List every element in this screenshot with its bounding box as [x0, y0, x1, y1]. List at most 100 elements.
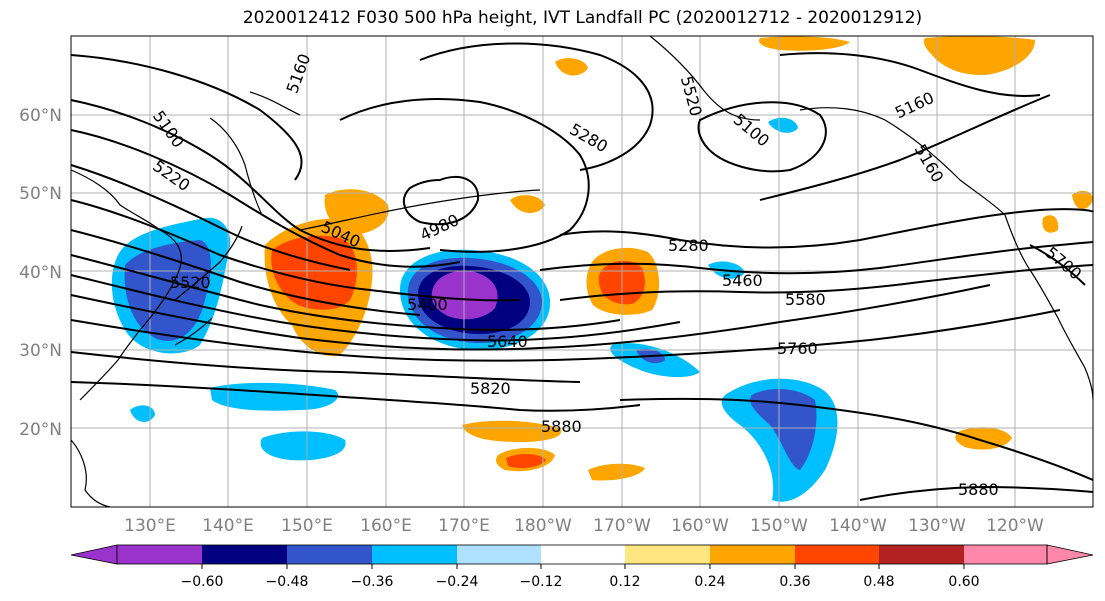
negative-ivt-core	[431, 270, 498, 320]
contour-label: 5520	[170, 273, 211, 292]
contour-label: 5280	[668, 236, 709, 255]
longitude-label: 150°W	[750, 516, 808, 536]
contour-line	[70, 274, 681, 342]
contour-line	[70, 199, 521, 302]
contour-label: 5580	[785, 290, 826, 309]
map-gridlines	[71, 36, 1093, 507]
contour-label: 5880	[958, 480, 999, 499]
longitude-label: 180°W	[514, 516, 572, 536]
latitude-label: 30°N	[19, 341, 62, 361]
colorbar-segment	[964, 545, 1047, 564]
contour-line	[70, 54, 303, 181]
contour-line	[70, 99, 431, 252]
contour-line	[70, 381, 641, 412]
contour-label: 5820	[470, 379, 511, 398]
colorbar: −0.60 −0.48 −0.36 −0.24 −0.12 0.12 0.24 …	[70, 544, 1094, 590]
positive-ivt-core	[506, 454, 546, 468]
colorbar-tick-label: −0.48	[266, 574, 309, 590]
contour-line	[697, 101, 827, 173]
latitude-label: 60°N	[19, 106, 62, 126]
colorbar-segment	[541, 545, 625, 564]
positive-ivt-region	[1042, 215, 1059, 233]
colorbar-segment	[879, 545, 964, 564]
aleutian-islands	[299, 189, 541, 231]
colorbar-tick-label: 0.12	[609, 574, 640, 590]
positive-ivt-region	[462, 420, 562, 442]
colorbar-ticks	[201, 564, 965, 569]
contour-line	[402, 175, 480, 226]
contour-line	[70, 351, 581, 383]
colorbar-segment	[710, 545, 795, 564]
contour-line	[419, 42, 654, 171]
contour-line	[70, 284, 991, 351]
contour-line	[339, 98, 590, 253]
colorbar-segment	[117, 545, 202, 564]
latitude-label: 20°N	[19, 420, 62, 440]
longitude-label: 150°E	[281, 516, 333, 536]
positive-ivt-region	[555, 58, 588, 76]
positive-ivt-region	[759, 36, 850, 51]
colorbar-segment	[372, 545, 457, 564]
longitude-label: 160°W	[671, 516, 729, 536]
map-border	[70, 35, 1094, 508]
positive-ivt-region	[1072, 190, 1093, 210]
longitude-label: 130°E	[124, 516, 176, 536]
longitude-label: 140°E	[202, 516, 254, 536]
page-title: 2020012412 F030 500 hPa height, IVT Land…	[242, 8, 923, 28]
height-contours	[70, 42, 1094, 501]
positive-ivt-region	[588, 463, 645, 481]
contour-line	[619, 397, 1094, 481]
alaska-coastline	[649, 35, 1006, 216]
colorbar-segment	[287, 545, 372, 564]
negative-ivt-region	[210, 382, 339, 411]
latitude-labels: 60°N 50°N 40°N 30°N 20°N	[19, 106, 62, 440]
latitude-label: 40°N	[19, 263, 62, 283]
colorbar-border	[116, 544, 1048, 565]
longitude-labels: 130°E 140°E 150°E 160°E 170°E 180°W 170°…	[124, 516, 1044, 536]
contour-label: 5400	[407, 295, 448, 314]
longitude-label: 140°W	[829, 516, 887, 536]
contour-line	[70, 309, 1061, 362]
colorbar-extend-left	[70, 544, 118, 565]
positive-ivt-core	[271, 235, 357, 310]
colorbar-extend-right	[1046, 544, 1094, 565]
asia-coastline	[70, 169, 182, 508]
colorbar-segment	[625, 545, 710, 564]
latitude-label: 50°N	[19, 184, 62, 204]
positive-ivt-region	[923, 36, 1035, 76]
contour-label: 5640	[487, 332, 528, 351]
ivt-shading	[111, 36, 1093, 502]
contour-label: 5760	[777, 339, 818, 358]
longitude-label: 170°E	[438, 516, 490, 536]
contour-line	[70, 254, 621, 331]
longitude-label: 170°W	[593, 516, 651, 536]
negative-ivt-region	[768, 117, 798, 133]
contour-line	[759, 94, 1051, 201]
colorbar-segment	[202, 545, 287, 564]
contour-line	[70, 129, 461, 268]
colorbar-tick-label: −0.24	[436, 574, 479, 590]
longitude-label: 160°E	[360, 516, 412, 536]
negative-ivt-region	[260, 431, 346, 461]
kamchatka-coastline	[209, 91, 301, 216]
contour-line	[559, 208, 1094, 249]
contour-label: 5460	[722, 271, 763, 290]
map-area: 5100 5160 5220 5280 5160 5100 5520 5040 …	[70, 35, 1094, 508]
longitude-label: 130°W	[908, 516, 966, 536]
colorbar-segment	[457, 545, 541, 564]
colorbar-segment	[795, 545, 879, 564]
contour-line	[1029, 244, 1086, 286]
north-america-coastline	[1004, 214, 1094, 401]
contour-line	[539, 241, 1094, 275]
colorbar-tick-label: 0.24	[694, 574, 725, 590]
colorbar-tick-labels: −0.60 −0.48 −0.36 −0.24 −0.12 0.12 0.24 …	[181, 574, 980, 590]
contour-label: 5880	[541, 417, 582, 436]
positive-ivt-region	[955, 427, 1012, 450]
negative-ivt-region	[130, 405, 155, 422]
positive-ivt-region	[510, 195, 545, 214]
colorbar-tick-label: 0.36	[779, 574, 810, 590]
colorbar-tick-label: −0.36	[351, 574, 394, 590]
contour-line	[779, 52, 1041, 97]
contour-line	[70, 164, 351, 271]
